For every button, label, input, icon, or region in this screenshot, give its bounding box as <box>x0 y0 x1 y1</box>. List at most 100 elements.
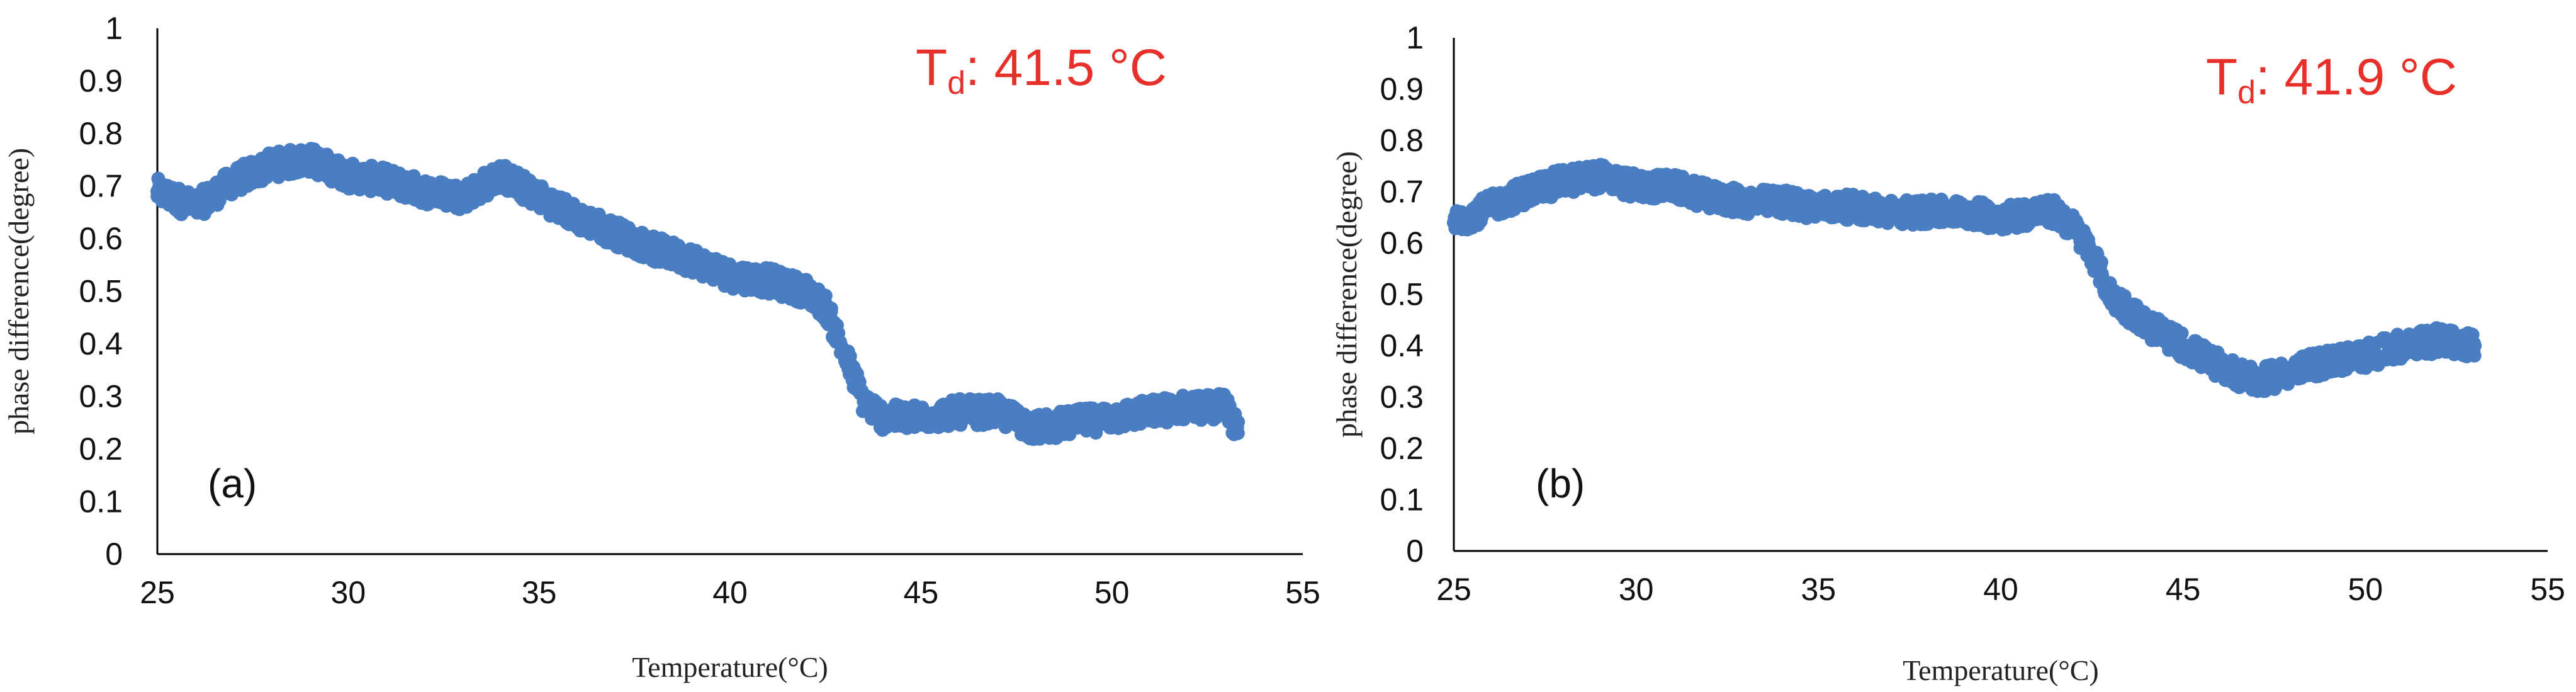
data-point <box>2174 326 2189 341</box>
data-point <box>1665 179 1680 194</box>
data-point <box>1447 215 1461 230</box>
data-point <box>838 347 852 361</box>
data-point <box>2139 318 2154 332</box>
data-point <box>188 200 203 214</box>
data-point <box>1143 405 1157 419</box>
y-tick-label: 0.3 <box>79 379 123 414</box>
data-point <box>1775 195 1789 209</box>
chart-panel-b: 0 0.1 0.2 0.3 0.4 0.5 0.6 0.7 0.8 0.9 1 25 30 35 40 45 5… <box>1330 20 2565 686</box>
data-point <box>990 405 1004 419</box>
data-point <box>875 410 890 424</box>
y-tick-label: 0.5 <box>79 274 123 309</box>
data-point <box>1230 426 1245 440</box>
data-point <box>341 168 356 183</box>
y-tick-label: 0.1 <box>79 484 123 519</box>
y-tick-label: 0.3 <box>1380 380 1424 415</box>
data-point <box>685 252 699 267</box>
x-tick-label: 25 <box>140 575 175 610</box>
data-point <box>417 184 432 198</box>
panel-label: (b) <box>1536 461 1585 506</box>
x-tick-label: 50 <box>1094 575 1130 610</box>
data-series <box>1447 157 2482 399</box>
panel-label: (a) <box>208 461 257 506</box>
data-point <box>1702 190 1716 204</box>
y-tick-label: 0.4 <box>79 326 123 361</box>
y-tick-label: 0.8 <box>79 116 123 151</box>
data-point <box>407 169 421 183</box>
data-point <box>456 190 470 204</box>
x-tick-label: 50 <box>2348 572 2383 607</box>
data-point <box>2121 302 2135 317</box>
y-tick-label: 0.7 <box>1380 174 1424 210</box>
data-point <box>1181 400 1195 414</box>
data-point <box>646 242 661 256</box>
data-point <box>1884 205 1899 220</box>
data-point <box>818 300 833 314</box>
annotation-symbol: T <box>916 39 947 96</box>
x-axis-title: Temperature(°C) <box>632 651 828 683</box>
x-tick-label: 25 <box>1436 572 1471 607</box>
y-tick-label: 0.4 <box>1380 328 1424 363</box>
x-tick-label: 35 <box>522 575 557 610</box>
transition-temperature-annotation: Td: 41.9 °C <box>2206 48 2457 111</box>
data-point <box>1994 210 2008 225</box>
data-point <box>1811 200 1826 214</box>
x-tick-label: 30 <box>331 575 366 610</box>
data-point <box>2395 339 2409 353</box>
data-point <box>2285 364 2300 378</box>
y-tick-label: 0.6 <box>79 221 123 256</box>
data-point <box>2322 354 2336 368</box>
annotation-subscript: d <box>947 65 965 101</box>
x-tick-label: 55 <box>1285 575 1320 610</box>
data-point <box>1105 410 1119 424</box>
data-point <box>2249 375 2263 389</box>
data-point <box>2358 349 2373 363</box>
y-axis-title: phase difference(degree) <box>1330 151 1363 438</box>
y-tick-label: 0 <box>1406 533 1424 569</box>
data-point <box>1231 415 1246 429</box>
y-tick-label: 0.7 <box>79 169 123 204</box>
data-point <box>2468 339 2482 353</box>
data-point <box>1921 205 1935 220</box>
data-point <box>1519 184 1534 199</box>
y-tick-label: 0.2 <box>1380 431 1424 466</box>
data-point <box>303 152 317 167</box>
y-tick-label: 0.8 <box>1380 123 1424 158</box>
y-tick-label: 0.9 <box>79 64 123 99</box>
data-point <box>227 174 241 188</box>
data-point <box>532 190 546 204</box>
annotation-symbol: T <box>2206 48 2237 106</box>
data-point <box>2048 205 2062 220</box>
annotation-value: : 41.5 °C <box>965 39 1167 96</box>
data-point <box>1592 169 1607 184</box>
data-point <box>2176 339 2190 353</box>
data-point <box>1738 195 1753 209</box>
data-point <box>857 394 871 409</box>
data-point <box>1028 421 1043 435</box>
data-point <box>1629 179 1643 194</box>
data-point <box>2467 348 2482 363</box>
annotation-value: : 41.9 °C <box>2256 48 2457 106</box>
y-tick-label: 1 <box>1406 20 1424 55</box>
data-point <box>799 284 814 298</box>
y-tick-label: 0 <box>105 536 123 572</box>
data-point <box>2084 246 2099 261</box>
data-point <box>2030 205 2044 220</box>
x-tick-label: 35 <box>1801 572 1836 607</box>
x-tick-label: 45 <box>904 575 939 610</box>
data-point <box>1556 174 1570 189</box>
x-tick-label: 55 <box>2530 572 2565 607</box>
data-point <box>2431 333 2446 348</box>
data-point <box>2103 287 2117 302</box>
y-axis-title: phase difference(degree) <box>3 148 35 434</box>
data-point <box>914 410 928 424</box>
y-tick-label: 0.6 <box>1380 225 1424 261</box>
y-tick-label: 0.9 <box>1380 72 1424 107</box>
annotation-subscript: d <box>2237 74 2256 111</box>
data-point <box>1483 200 1497 214</box>
data-point <box>1219 400 1234 414</box>
x-axis-title: Temperature(°C) <box>1903 654 2098 686</box>
data-point <box>380 174 393 188</box>
data-point <box>494 168 508 183</box>
